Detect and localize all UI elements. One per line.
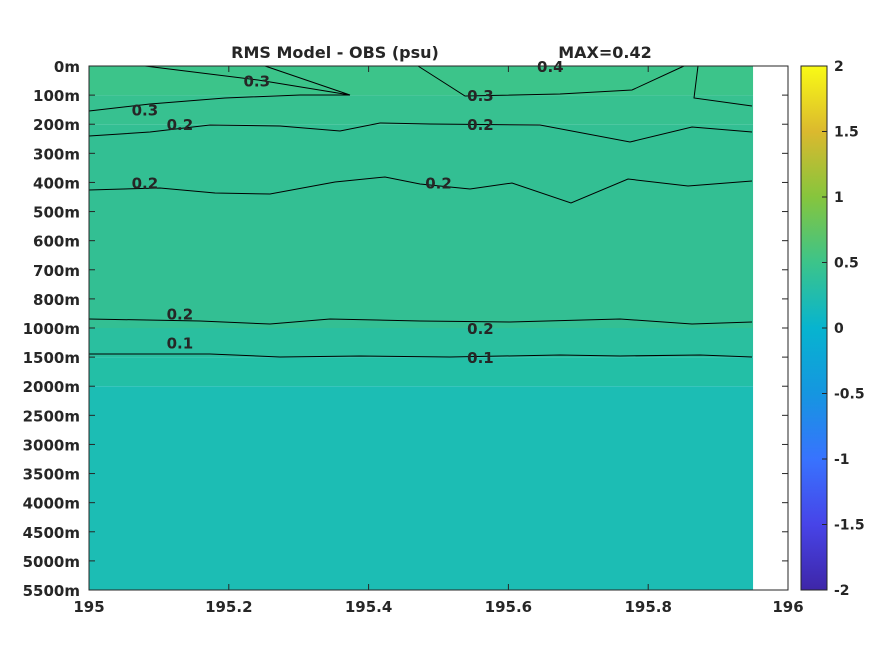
colorbar: 2 1.5 1 0.5 0 -0.5 -1 -1.5 -2	[800, 59, 865, 599]
contour-line	[144, 65, 351, 96]
depth-band	[89, 357, 754, 387]
contour-label: 0.2	[467, 116, 494, 134]
y-tick-label: 600m	[33, 233, 80, 251]
x-tick-label: 195.2	[205, 598, 252, 616]
colorbar-tick-label: 2	[834, 59, 844, 75]
x-tick-label: 195.4	[345, 598, 392, 616]
colorbar-tick-label: 1.5	[834, 125, 859, 141]
contour-line	[88, 122, 753, 143]
contour-lines	[88, 65, 753, 358]
depth-band	[89, 386, 754, 590]
y-tick-label: 300m	[33, 145, 80, 163]
contour-labels: 0.3 0.4 0.3 0.3 0.2 0.2 0.2 0.2 0.2 0.2 0.1 0.1	[132, 58, 564, 367]
y-tick-label: 3500m	[23, 466, 80, 484]
contour-label: 0.2	[167, 305, 194, 323]
contour-label: 0.2	[467, 320, 494, 338]
x-tick-label: 196	[772, 598, 803, 616]
contour-line	[89, 353, 753, 358]
y-tick-label: 2500m	[23, 407, 80, 425]
y-tick-label: 1000m	[23, 320, 80, 338]
y-tick-label: 0m	[54, 58, 80, 76]
x-axis: 195 195.2 195.4 195.6 195.8 196	[73, 66, 804, 616]
colorbar-tick-label: 1	[834, 190, 844, 206]
chart-title: RMS Model - OBS (psu)	[231, 43, 439, 62]
y-tick-label: 4000m	[23, 495, 80, 513]
depth-bands	[89, 66, 754, 590]
x-tick-label: 195.8	[624, 598, 671, 616]
y-tick-label: 700m	[33, 262, 80, 280]
max-value-label: MAX=0.42	[558, 43, 652, 62]
contour-label: 0.3	[243, 73, 270, 91]
x-tick-label: 195.6	[485, 598, 532, 616]
colorbar-tick-label: 0	[834, 321, 844, 337]
contour-label: 0.4	[537, 58, 564, 76]
colorbar-tick-label: -1.5	[834, 518, 865, 534]
contour-label: 0.3	[467, 87, 494, 105]
contour-label: 0.2	[132, 174, 159, 192]
y-axis: 0m 100m 200m 300m 400m 500m 600m 700m 800m 1000m 1…	[23, 58, 788, 600]
contour-line	[693, 65, 753, 107]
contour-line	[88, 94, 350, 112]
y-tick-label: 5500m	[23, 582, 80, 600]
depth-band	[89, 66, 754, 96]
y-tick-label: 400m	[33, 174, 80, 192]
colorbar-tick-label: -0.5	[834, 387, 865, 403]
colorbar-tick-label: 0.5	[834, 256, 859, 272]
y-tick-label: 3000m	[23, 436, 80, 454]
contour-label: 0.3	[132, 102, 159, 120]
y-tick-label: 800m	[33, 291, 80, 309]
contour-label: 0.2	[167, 116, 194, 134]
depth-band	[89, 328, 754, 358]
depth-band	[89, 124, 754, 328]
colorbar-tick-label: -2	[834, 583, 850, 599]
y-tick-label: 4500m	[23, 524, 80, 542]
contour-line	[88, 318, 753, 325]
contour-line	[417, 65, 685, 97]
colorbar-tick-label: -1	[834, 452, 850, 468]
contour-line	[88, 176, 753, 204]
colorbar-ticks: 2 1.5 1 0.5 0 -0.5 -1 -1.5 -2	[822, 59, 865, 599]
x-tick-label: 195	[73, 598, 104, 616]
plot-area: 0.30.40.30.30.2 0.20.2 0.20.20.20.10.1 0m1…	[23, 58, 804, 616]
y-tick-label: 500m	[33, 204, 80, 222]
y-tick-label: 2000m	[23, 378, 80, 396]
contour-label: 0.1	[167, 335, 194, 353]
contour-label: 0.2	[425, 174, 452, 192]
y-tick-label: 100m	[33, 87, 80, 105]
y-tick-label: 1500m	[23, 349, 80, 367]
y-tick-label: 5000m	[23, 553, 80, 571]
contour-label: 0.1	[467, 349, 494, 367]
y-tick-label: 200m	[33, 116, 80, 134]
